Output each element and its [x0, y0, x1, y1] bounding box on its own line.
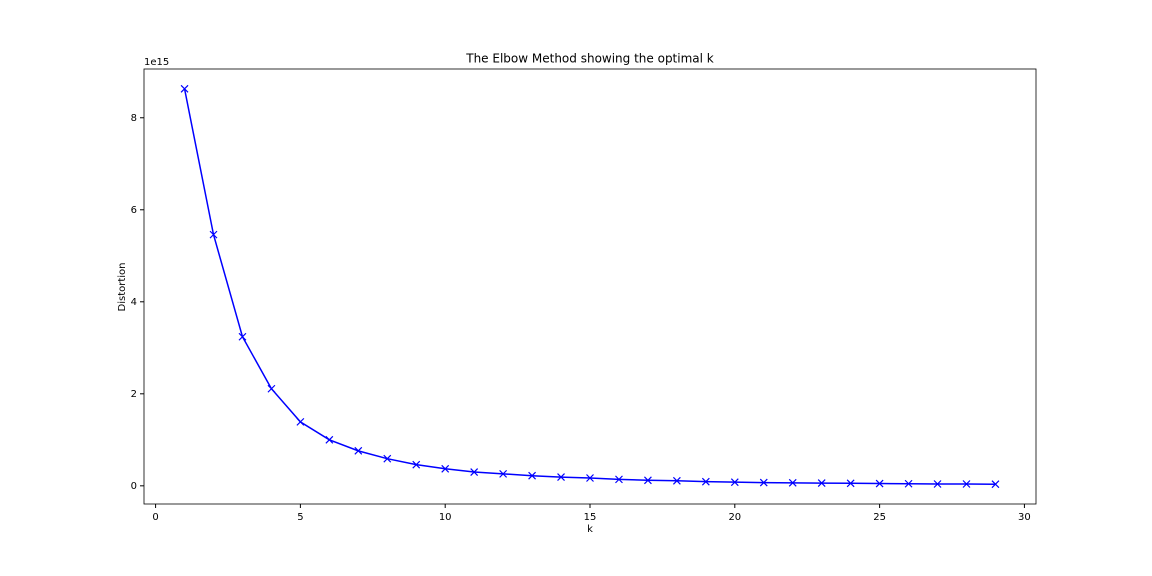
x-tick-label: 0 — [152, 512, 158, 523]
data-marker — [325, 435, 334, 444]
y-tick-label: 4 — [131, 297, 137, 308]
y-offset-label: 1e15 — [144, 57, 169, 68]
data-marker — [933, 480, 942, 488]
data-marker — [296, 417, 305, 426]
x-tick-label: 10 — [439, 512, 452, 523]
x-tick-label: 5 — [297, 512, 303, 523]
data-marker — [643, 476, 652, 485]
data-marker — [817, 479, 826, 487]
data-marker — [586, 474, 594, 482]
data-marker — [672, 476, 681, 485]
data-marker — [238, 332, 247, 341]
x-tick-label: 30 — [1018, 512, 1031, 523]
data-marker — [991, 480, 1000, 489]
x-tick-label: 25 — [873, 512, 886, 523]
data-marker — [615, 475, 623, 484]
data-marker — [267, 384, 276, 393]
y-tick-label: 2 — [131, 389, 137, 400]
data-marker — [557, 473, 565, 482]
data-marker — [846, 479, 855, 488]
data-marker — [528, 471, 537, 480]
data-marker — [788, 478, 797, 487]
data-marker — [354, 446, 363, 455]
x-tick-label: 20 — [728, 512, 741, 523]
y-tick-label: 8 — [131, 113, 137, 124]
data-marker — [875, 479, 884, 488]
x-axis-label: k — [587, 524, 593, 535]
data-marker — [962, 480, 971, 488]
chart-title: The Elbow Method showing the optimal k — [465, 52, 714, 66]
data-marker — [441, 464, 450, 473]
data-marker — [209, 230, 218, 239]
y-axis-label: Distortion — [117, 263, 128, 312]
data-marker — [759, 478, 768, 487]
y-tick-label: 0 — [131, 481, 137, 492]
data-marker — [904, 479, 913, 488]
data-marker — [470, 468, 479, 476]
data-marker — [412, 460, 421, 469]
data-marker — [499, 469, 508, 478]
x-tick-label: 15 — [584, 512, 597, 523]
data-marker — [730, 478, 739, 487]
data-marker — [701, 477, 710, 486]
data-marker — [180, 84, 189, 93]
data-line — [183, 88, 996, 485]
data-marker — [383, 454, 392, 463]
y-tick-label: 6 — [131, 205, 137, 216]
plot-frame — [143, 68, 1037, 505]
